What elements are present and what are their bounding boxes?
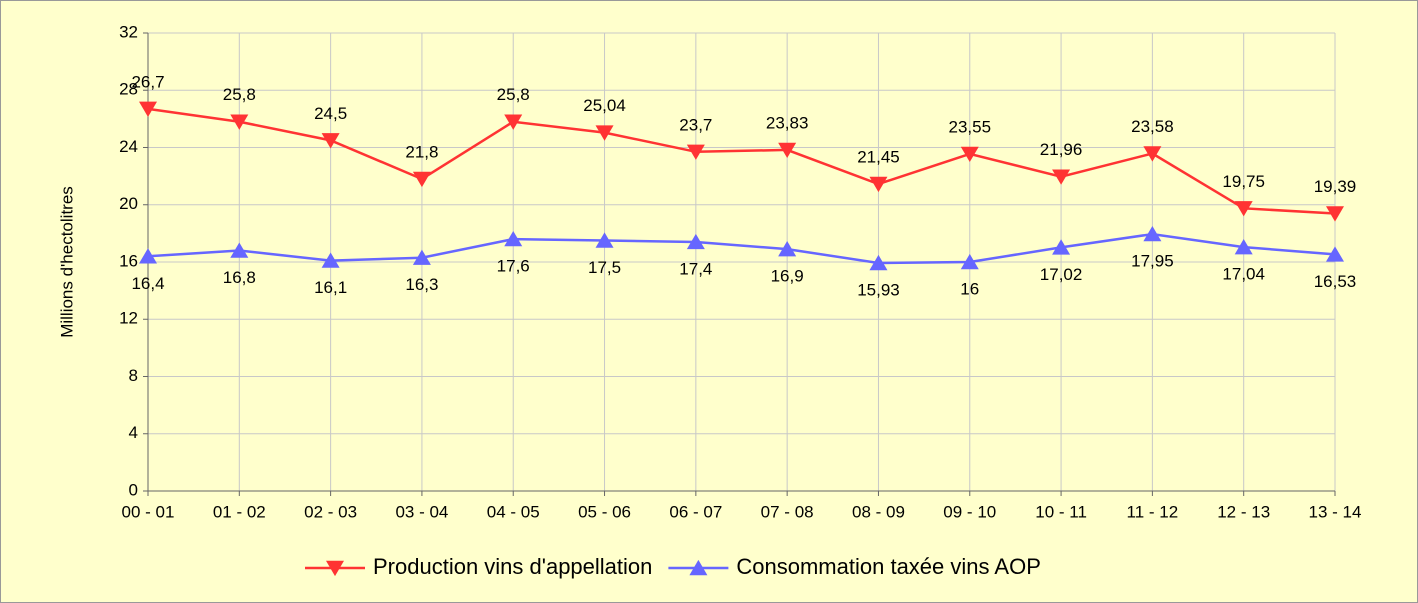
- marker: [1143, 146, 1162, 162]
- data-label: 16: [960, 279, 979, 298]
- y-tick-label: 16: [119, 251, 138, 270]
- data-label: 25,8: [497, 85, 530, 104]
- x-tick-label: 04 - 05: [487, 502, 540, 521]
- marker: [595, 232, 614, 248]
- series-line: [147, 232, 1336, 265]
- data-label: 23,7: [679, 115, 712, 134]
- y-tick-label: 32: [119, 22, 138, 41]
- data-label: 21,45: [857, 147, 900, 166]
- marker: [1052, 169, 1071, 185]
- marker: [778, 241, 797, 257]
- marker: [230, 114, 249, 130]
- marker: [778, 142, 797, 159]
- data-label: 24,5: [314, 104, 347, 123]
- x-tick-label: 09 - 10: [943, 502, 996, 521]
- y-tick-label: 28: [119, 80, 138, 99]
- x-tick-label: 02 - 03: [304, 502, 357, 521]
- marker: [1052, 239, 1071, 255]
- y-tick-label: 24: [119, 137, 138, 156]
- y-tick-label: 12: [119, 309, 138, 328]
- data-label: 25,8: [223, 85, 256, 104]
- x-tick-label: 03 - 04: [395, 502, 448, 521]
- legend-marker: [689, 559, 708, 576]
- marker: [1326, 206, 1344, 222]
- marker: [960, 253, 979, 270]
- legend-label: Production vins d'appellation: [373, 554, 652, 579]
- y-axis-label: Millions d'hectolitres: [57, 186, 76, 338]
- marker: [1143, 225, 1162, 242]
- x-tick-label: 11 - 12: [1127, 502, 1179, 521]
- marker: [960, 146, 979, 163]
- marker: [1326, 246, 1344, 262]
- x-tick-label: 12 - 13: [1217, 502, 1270, 521]
- marker: [412, 249, 431, 265]
- data-label: 17,5: [588, 258, 621, 277]
- data-label: 23,55: [948, 117, 991, 136]
- y-tick-label: 20: [119, 194, 138, 213]
- marker: [321, 252, 340, 268]
- data-label: 16,53: [1314, 272, 1357, 291]
- data-label: 16,3: [405, 275, 438, 294]
- data-label: 25,04: [583, 96, 626, 115]
- data-label: 23,83: [766, 113, 809, 132]
- x-tick-label: 08 - 09: [852, 502, 905, 521]
- marker: [139, 248, 157, 264]
- data-label: 17,04: [1222, 265, 1265, 284]
- data-label: 16,8: [223, 268, 256, 287]
- data-label: 16,9: [771, 267, 804, 286]
- series-line: [147, 107, 1336, 215]
- data-label: 16,1: [314, 278, 347, 297]
- data-label: 23,58: [1131, 117, 1174, 136]
- marker: [139, 101, 157, 117]
- x-tick-label: 01 - 02: [213, 502, 266, 521]
- data-label: 19,75: [1222, 172, 1265, 191]
- x-tick-label: 13 - 14: [1309, 502, 1362, 521]
- marker: [686, 233, 705, 250]
- data-label: 26,7: [131, 72, 164, 91]
- data-label: 21,8: [405, 142, 438, 161]
- legend-marker: [326, 560, 344, 577]
- marker: [869, 254, 888, 271]
- y-tick-label: 8: [129, 366, 138, 385]
- marker: [595, 125, 614, 141]
- x-tick-label: 05 - 06: [578, 502, 631, 521]
- y-tick-label: 0: [129, 480, 138, 499]
- x-tick-label: 07 - 08: [761, 502, 814, 521]
- data-label: 15,93: [857, 280, 900, 299]
- marker: [230, 242, 249, 258]
- data-label: 16,4: [131, 274, 164, 293]
- data-label: 17,4: [679, 259, 712, 278]
- marker: [504, 231, 523, 247]
- data-label: 19,39: [1314, 177, 1357, 196]
- x-tick-label: 06 - 07: [669, 502, 722, 521]
- x-tick-label: 00 - 01: [122, 502, 175, 521]
- data-label: 17,6: [497, 257, 530, 276]
- marker: [869, 176, 888, 193]
- marker: [1234, 201, 1253, 217]
- x-tick-label: 10 - 11: [1035, 502, 1087, 521]
- legend-label: Consommation taxée vins AOP: [736, 554, 1040, 579]
- y-tick-label: 4: [129, 423, 138, 442]
- marker: [1234, 239, 1253, 255]
- marker: [686, 144, 705, 160]
- marker: [321, 133, 340, 149]
- data-label: 17,95: [1131, 252, 1174, 271]
- marker: [412, 171, 431, 188]
- data-label: 21,96: [1040, 140, 1083, 159]
- data-label: 17,02: [1040, 265, 1083, 284]
- marker: [504, 114, 523, 130]
